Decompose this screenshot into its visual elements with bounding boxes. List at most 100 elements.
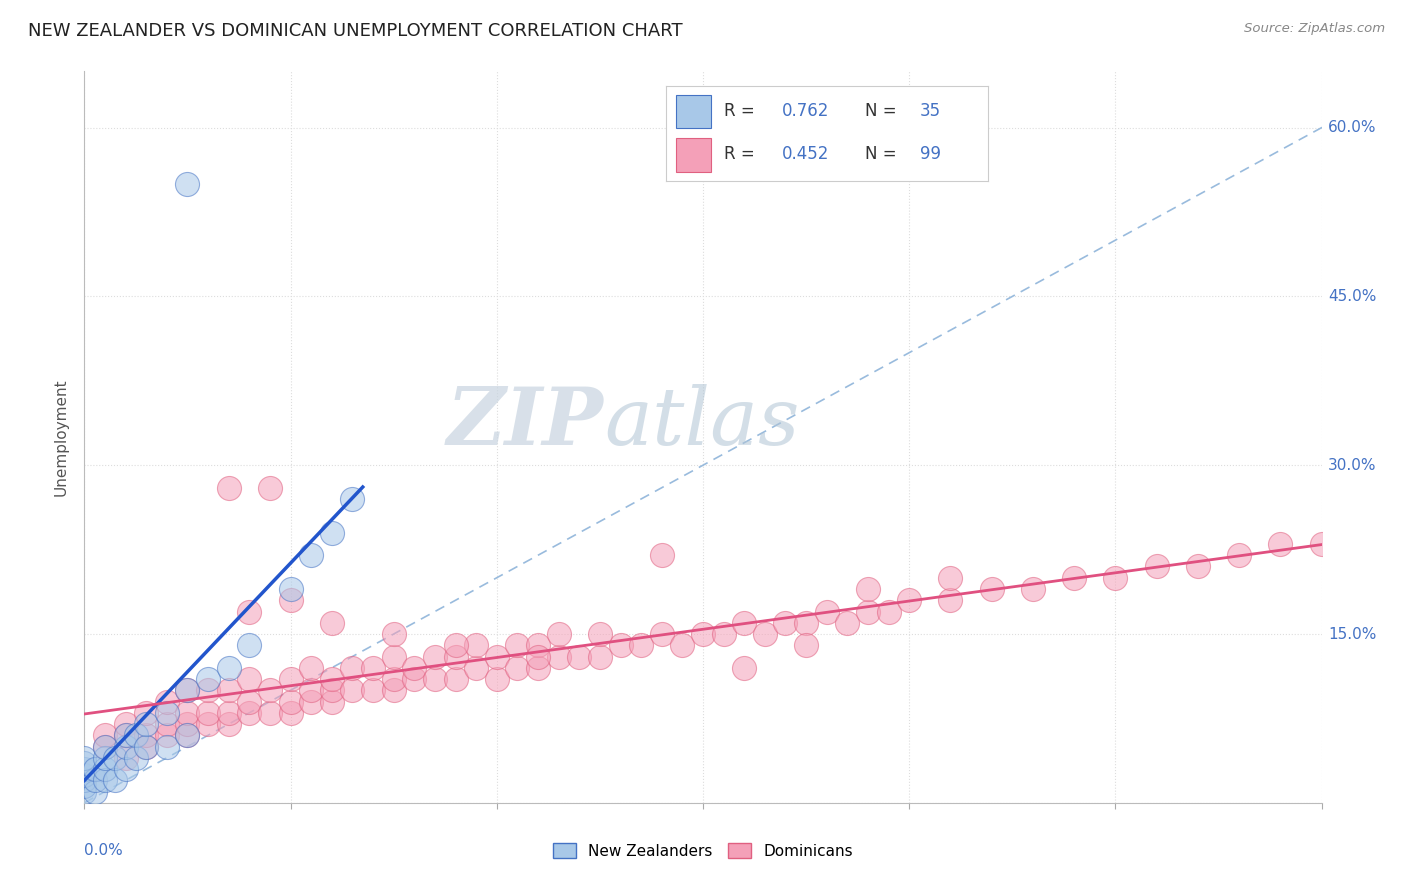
Point <box>238 672 260 686</box>
Point <box>104 773 127 788</box>
Point <box>465 638 488 652</box>
Point <box>506 638 529 652</box>
Point <box>794 615 817 630</box>
Point <box>939 593 962 607</box>
Point <box>83 762 105 776</box>
Point <box>176 728 198 742</box>
Text: NEW ZEALANDER VS DOMINICAN UNEMPLOYMENT CORRELATION CHART: NEW ZEALANDER VS DOMINICAN UNEMPLOYMENT … <box>28 22 683 40</box>
Point <box>321 672 343 686</box>
Point <box>114 717 136 731</box>
Point <box>444 638 467 652</box>
Point <box>135 728 157 742</box>
Point <box>197 672 219 686</box>
Point <box>299 683 322 698</box>
Point <box>176 717 198 731</box>
Point <box>361 661 384 675</box>
Text: ZIP: ZIP <box>447 384 605 461</box>
Point <box>197 683 219 698</box>
Point <box>342 661 364 675</box>
Point <box>527 649 550 664</box>
Point <box>104 751 127 765</box>
Point <box>382 649 405 664</box>
Point <box>299 548 322 562</box>
Legend: New Zealanders, Dominicans: New Zealanders, Dominicans <box>547 837 859 864</box>
Point <box>156 706 179 720</box>
Point <box>94 773 117 788</box>
Point <box>1104 571 1126 585</box>
Point <box>176 706 198 720</box>
Point <box>94 762 117 776</box>
Point <box>73 779 96 793</box>
Point <box>197 717 219 731</box>
Point <box>114 728 136 742</box>
Point <box>94 739 117 754</box>
Point <box>135 717 157 731</box>
Point <box>83 784 105 798</box>
Point <box>506 661 529 675</box>
Point <box>485 649 508 664</box>
Point <box>73 767 96 781</box>
Point <box>404 661 426 675</box>
Point <box>444 649 467 664</box>
Point <box>114 751 136 765</box>
Point <box>156 717 179 731</box>
Point <box>898 593 921 607</box>
Point <box>125 728 148 742</box>
Point <box>73 762 96 776</box>
Point <box>218 706 240 720</box>
Text: 45.0%: 45.0% <box>1327 289 1376 304</box>
Point <box>404 672 426 686</box>
Point <box>775 615 797 630</box>
Point <box>382 683 405 698</box>
Point <box>733 661 755 675</box>
Point <box>73 756 96 771</box>
Point <box>980 582 1002 596</box>
Text: 15.0%: 15.0% <box>1327 626 1376 641</box>
Point <box>1270 537 1292 551</box>
Point <box>176 728 198 742</box>
Point <box>321 615 343 630</box>
Point <box>444 672 467 686</box>
Point <box>125 751 148 765</box>
Point <box>176 683 198 698</box>
Point <box>1063 571 1085 585</box>
Point <box>135 739 157 754</box>
Point <box>1227 548 1250 562</box>
Text: 30.0%: 30.0% <box>1327 458 1376 473</box>
Point <box>299 661 322 675</box>
Text: 60.0%: 60.0% <box>1327 120 1376 135</box>
Point <box>280 582 302 596</box>
Point <box>361 683 384 698</box>
Point <box>94 728 117 742</box>
Point <box>342 491 364 506</box>
Point <box>856 605 879 619</box>
Point <box>815 605 838 619</box>
Point <box>754 627 776 641</box>
Point <box>238 694 260 708</box>
Text: Source: ZipAtlas.com: Source: ZipAtlas.com <box>1244 22 1385 36</box>
Point <box>671 638 693 652</box>
Point <box>259 683 281 698</box>
Point <box>1146 559 1168 574</box>
Point <box>259 481 281 495</box>
Point <box>527 661 550 675</box>
Point <box>280 706 302 720</box>
Point <box>589 627 612 641</box>
Point <box>1310 537 1333 551</box>
Point <box>114 739 136 754</box>
Point <box>547 627 569 641</box>
Point <box>197 706 219 720</box>
Point <box>238 638 260 652</box>
Point <box>692 627 714 641</box>
Point <box>238 605 260 619</box>
Point <box>342 683 364 698</box>
Point <box>1187 559 1209 574</box>
Point <box>156 739 179 754</box>
Point <box>321 683 343 698</box>
Point <box>280 694 302 708</box>
Point <box>156 694 179 708</box>
Point <box>259 706 281 720</box>
Point <box>218 683 240 698</box>
Point <box>114 728 136 742</box>
Point <box>794 638 817 652</box>
